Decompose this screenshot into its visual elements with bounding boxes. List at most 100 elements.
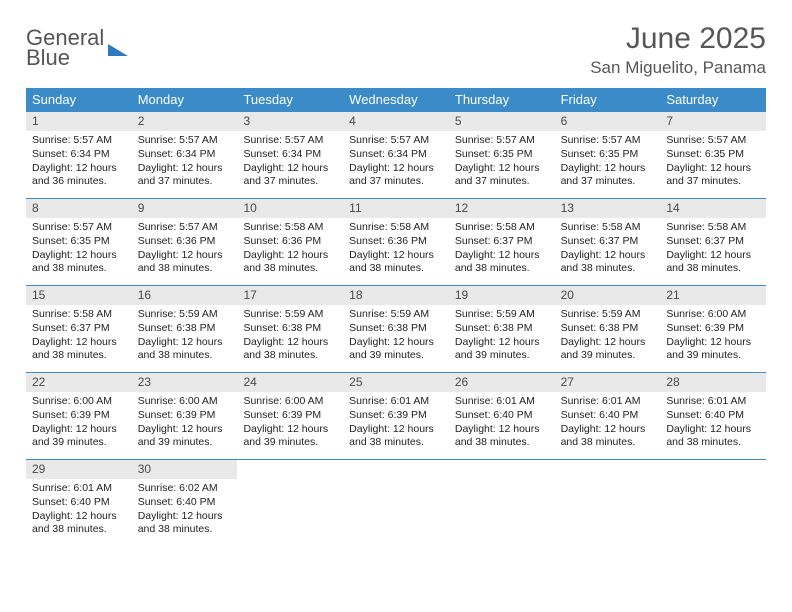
daylight: Daylight: 12 hours and 38 minutes.: [455, 423, 549, 449]
sunset: Sunset: 6:37 PM: [561, 235, 655, 248]
calendar-day: 3Sunrise: 5:57 AMSunset: 6:34 PMDaylight…: [237, 112, 343, 198]
sunset: Sunset: 6:36 PM: [138, 235, 232, 248]
sunrise: Sunrise: 5:57 AM: [32, 134, 126, 147]
day-number: 18: [343, 286, 449, 305]
sunset: Sunset: 6:34 PM: [138, 148, 232, 161]
page-title: June 2025: [590, 22, 766, 56]
day-number: 5: [449, 112, 555, 131]
logo-mark-icon: [108, 44, 128, 56]
dow-sat: Saturday: [660, 88, 766, 112]
sunset: Sunset: 6:37 PM: [666, 235, 760, 248]
dow-thu: Thursday: [449, 88, 555, 112]
daylight: Daylight: 12 hours and 38 minutes.: [349, 249, 443, 275]
sunset: Sunset: 6:34 PM: [243, 148, 337, 161]
sunrise: Sunrise: 5:58 AM: [32, 308, 126, 321]
dow-fri: Friday: [555, 88, 661, 112]
day-body: Sunrise: 6:00 AMSunset: 6:39 PMDaylight:…: [26, 395, 132, 449]
sunset: Sunset: 6:34 PM: [349, 148, 443, 161]
sunset: Sunset: 6:40 PM: [455, 409, 549, 422]
day-number: 6: [555, 112, 661, 131]
day-body: Sunrise: 5:59 AMSunset: 6:38 PMDaylight:…: [449, 308, 555, 362]
sunset: Sunset: 6:38 PM: [561, 322, 655, 335]
calendar-day-empty: .: [343, 460, 449, 546]
sunset: Sunset: 6:34 PM: [32, 148, 126, 161]
sunrise: Sunrise: 5:57 AM: [561, 134, 655, 147]
sunrise: Sunrise: 6:00 AM: [138, 395, 232, 408]
calendar-day: 18Sunrise: 5:59 AMSunset: 6:38 PMDayligh…: [343, 286, 449, 372]
sunrise: Sunrise: 5:59 AM: [561, 308, 655, 321]
calendar-day: 22Sunrise: 6:00 AMSunset: 6:39 PMDayligh…: [26, 373, 132, 459]
day-number: 30: [132, 460, 238, 479]
calendar-day: 16 Sunrise: 5:59 AMSunset: 6:38 PMDayligh…: [132, 286, 238, 372]
sunrise: Sunrise: 5:57 AM: [455, 134, 549, 147]
day-body: Sunrise: 5:58 AMSunset: 6:36 PMDaylight:…: [237, 221, 343, 275]
sunset: Sunset: 6:39 PM: [666, 322, 760, 335]
sunset: Sunset: 6:38 PM: [138, 322, 232, 335]
dow-row: Sunday Monday Tuesday Wednesday Thursday…: [26, 88, 766, 112]
day-number: 14: [660, 199, 766, 218]
calendar-day: 12Sunrise: 5:58 AMSunset: 6:37 PMDayligh…: [449, 199, 555, 285]
day-number: 10: [237, 199, 343, 218]
calendar-week: 22Sunrise: 6:00 AMSunset: 6:39 PMDayligh…: [26, 372, 766, 459]
day-body: Sunrise: 6:02 AMSunset: 6:40 PMDaylight:…: [132, 482, 238, 536]
calendar-day: 2Sunrise: 5:57 AMSunset: 6:34 PMDaylight…: [132, 112, 238, 198]
day-body: Sunrise: 5:58 AMSunset: 6:37 PMDaylight:…: [555, 221, 661, 275]
day-body: Sunrise: 5:58 AMSunset: 6:37 PMDaylight:…: [26, 308, 132, 362]
day-number: 19: [449, 286, 555, 305]
sunset: Sunset: 6:38 PM: [243, 322, 337, 335]
daylight: Daylight: 12 hours and 37 minutes.: [561, 162, 655, 188]
dow-wed: Wednesday: [343, 88, 449, 112]
sunrise: Sunrise: 5:57 AM: [666, 134, 760, 147]
calendar-day-empty: .: [449, 460, 555, 546]
calendar-day-empty: .: [555, 460, 661, 546]
daylight: Daylight: 12 hours and 38 minutes.: [561, 249, 655, 275]
day-body: Sunrise: 5:57 AMSunset: 6:34 PMDaylight:…: [237, 134, 343, 188]
daylight: Daylight: 12 hours and 37 minutes.: [243, 162, 337, 188]
sunset: Sunset: 6:35 PM: [455, 148, 549, 161]
day-number: 4: [343, 112, 449, 131]
day-body: Sunrise: 5:59 AMSunset: 6:38 PMDaylight:…: [555, 308, 661, 362]
daylight: Daylight: 12 hours and 38 minutes.: [561, 423, 655, 449]
sunrise: Sunrise: 5:59 AM: [349, 308, 443, 321]
daylight: Daylight: 12 hours and 38 minutes.: [243, 249, 337, 275]
sunset: Sunset: 6:40 PM: [138, 496, 232, 509]
day-body: Sunrise: 6:00 AMSunset: 6:39 PMDaylight:…: [132, 395, 238, 449]
sunset: Sunset: 6:38 PM: [349, 322, 443, 335]
header: General Blue June 2025 San Miguelito, Pa…: [26, 22, 766, 78]
daylight: Daylight: 12 hours and 38 minutes.: [666, 249, 760, 275]
sunrise: Sunrise: 6:01 AM: [349, 395, 443, 408]
day-number: 16: [132, 286, 238, 305]
daylight: Daylight: 12 hours and 37 minutes.: [349, 162, 443, 188]
sunrise: Sunrise: 6:01 AM: [32, 482, 126, 495]
calendar-day: 9Sunrise: 5:57 AMSunset: 6:36 PMDaylight…: [132, 199, 238, 285]
sunset: Sunset: 6:35 PM: [666, 148, 760, 161]
calendar-day: 20 Sunrise: 5:59 AMSunset: 6:38 PMDayligh…: [555, 286, 661, 372]
calendar-day: 14Sunrise: 5:58 AMSunset: 6:37 PMDayligh…: [660, 199, 766, 285]
day-body: Sunrise: 5:57 AMSunset: 6:34 PMDaylight:…: [343, 134, 449, 188]
sunset: Sunset: 6:39 PM: [32, 409, 126, 422]
calendar-day: 26Sunrise: 6:01 AMSunset: 6:40 PMDayligh…: [449, 373, 555, 459]
calendar-day: 17Sunrise: 5:59 AMSunset: 6:38 PMDayligh…: [237, 286, 343, 372]
day-body: Sunrise: 6:01 AMSunset: 6:40 PMDaylight:…: [26, 482, 132, 536]
day-number: 7: [660, 112, 766, 131]
day-body: Sunrise: 5:59 AMSunset: 6:38 PMDaylight:…: [132, 308, 238, 362]
sunrise: Sunrise: 6:01 AM: [666, 395, 760, 408]
calendar-week: 8Sunrise: 5:57 AMSunset: 6:35 PMDaylight…: [26, 198, 766, 285]
calendar-day: 28Sunrise: 6:01 AMSunset: 6:40 PMDayligh…: [660, 373, 766, 459]
day-body: Sunrise: 5:57 AMSunset: 6:34 PMDaylight:…: [132, 134, 238, 188]
day-body: Sunrise: 5:57 AMSunset: 6:34 PMDaylight:…: [26, 134, 132, 188]
daylight: Daylight: 12 hours and 39 minutes.: [243, 423, 337, 449]
calendar-day: 21Sunrise: 6:00 AMSunset: 6:39 PMDayligh…: [660, 286, 766, 372]
sunset: Sunset: 6:38 PM: [455, 322, 549, 335]
daylight: Daylight: 12 hours and 38 minutes.: [32, 249, 126, 275]
day-number: 20: [555, 286, 661, 305]
calendar-day: 25Sunrise: 6:01 AMSunset: 6:39 PMDayligh…: [343, 373, 449, 459]
daylight: Daylight: 12 hours and 38 minutes.: [349, 423, 443, 449]
day-body: Sunrise: 6:00 AMSunset: 6:39 PMDaylight:…: [660, 308, 766, 362]
sunrise: Sunrise: 5:57 AM: [138, 134, 232, 147]
sunrise: Sunrise: 5:58 AM: [243, 221, 337, 234]
calendar-week: 15Sunrise: 5:58 AMSunset: 6:37 PMDayligh…: [26, 285, 766, 372]
sunset: Sunset: 6:37 PM: [455, 235, 549, 248]
day-body: Sunrise: 5:58 AMSunset: 6:37 PMDaylight:…: [449, 221, 555, 275]
sunrise: Sunrise: 5:57 AM: [32, 221, 126, 234]
